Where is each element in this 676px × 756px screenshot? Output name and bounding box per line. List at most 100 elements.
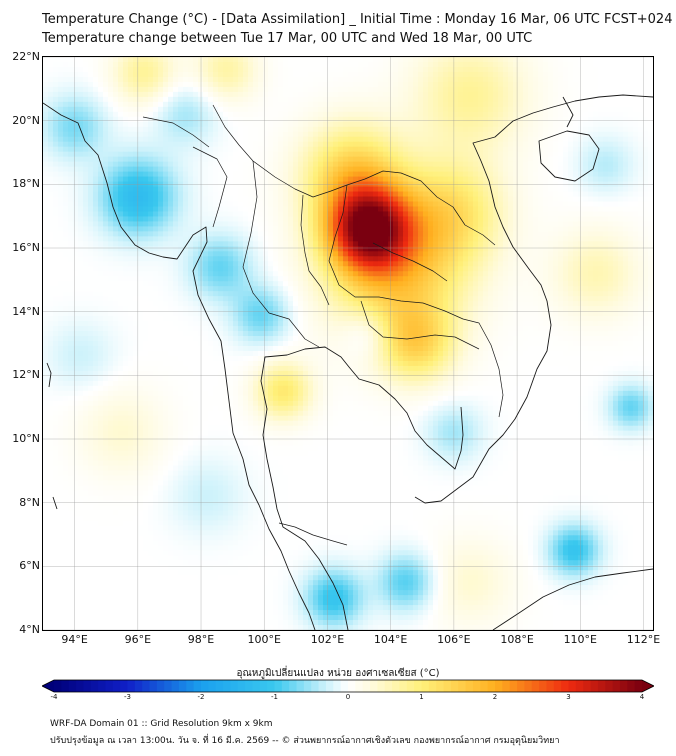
field-cell: [178, 221, 184, 228]
field-cell: [493, 96, 499, 103]
field-cell: [93, 81, 99, 88]
field-cell: [378, 186, 384, 193]
field-cell: [433, 216, 439, 223]
field-cell: [188, 211, 194, 218]
field-cell: [298, 71, 304, 78]
field-cell: [308, 146, 314, 153]
field-cell: [168, 176, 174, 183]
field-cell: [523, 201, 529, 208]
field-cell: [638, 116, 644, 123]
field-cell: [633, 131, 639, 138]
field-cell: [93, 171, 99, 178]
field-cell: [133, 206, 139, 213]
field-cell: [103, 156, 109, 163]
field-cell: [138, 57, 144, 63]
field-cell: [48, 71, 54, 78]
field-cell: [203, 236, 209, 242]
field-cell: [603, 66, 609, 73]
field-cell: [603, 221, 609, 228]
field-cell: [583, 251, 589, 257]
field-cell: [143, 71, 149, 78]
field-cell: [278, 161, 284, 168]
field-cell: [518, 116, 524, 123]
field-cell: [323, 57, 329, 63]
field-cell: [528, 116, 534, 123]
field-cell: [503, 136, 509, 143]
field-cell: [403, 221, 409, 228]
field-cell: [638, 231, 644, 237]
field-cell: [278, 66, 284, 73]
field-cell: [188, 101, 194, 108]
field-cell: [298, 206, 304, 213]
field-cell: [78, 111, 84, 118]
field-cell: [428, 91, 434, 98]
field-cell: [203, 91, 209, 98]
field-cell: [138, 61, 144, 68]
field-cell: [548, 131, 554, 138]
field-cell: [623, 116, 629, 123]
field-cell: [598, 241, 604, 247]
field-cell: [168, 101, 174, 108]
field-cell: [408, 96, 414, 103]
field-cell: [513, 221, 519, 228]
field-cell: [398, 81, 404, 88]
field-cell: [463, 166, 469, 173]
field-cell: [213, 57, 219, 63]
field-cell: [228, 251, 234, 257]
field-cell: [148, 146, 154, 153]
field-cell: [208, 161, 214, 168]
field-cell: [373, 221, 379, 228]
field-cell: [533, 146, 539, 153]
field-cell: [43, 61, 49, 68]
field-cell: [238, 231, 244, 237]
field-cell: [323, 191, 329, 198]
field-cell: [253, 206, 259, 213]
field-cell: [123, 116, 129, 123]
field-cell: [593, 146, 599, 153]
field-cell: [183, 111, 189, 118]
field-cell: [163, 196, 169, 203]
field-cell: [493, 151, 499, 158]
field-cell: [93, 196, 99, 203]
field-cell: [638, 196, 644, 203]
field-cell: [398, 121, 404, 128]
field-cell: [358, 221, 364, 228]
field-cell: [403, 131, 409, 138]
field-cell: [638, 111, 644, 118]
field-cell: [133, 171, 139, 178]
field-cell: [573, 116, 579, 123]
field-cell: [453, 256, 459, 262]
field-cell: [468, 216, 474, 223]
field-cell: [453, 81, 459, 88]
field-cell: [328, 216, 334, 223]
field-cell: [558, 146, 564, 153]
field-cell: [613, 146, 619, 153]
field-cell: [178, 126, 184, 133]
field-cell: [428, 57, 434, 63]
field-cell: [458, 176, 464, 183]
field-cell: [328, 191, 334, 198]
field-cell: [618, 146, 624, 153]
field-cell: [408, 106, 414, 113]
field-cell: [118, 57, 124, 63]
field-cell: [208, 81, 214, 88]
field-cell: [123, 81, 129, 88]
field-cell: [648, 241, 653, 247]
field-cell: [308, 86, 314, 93]
field-cell: [453, 76, 459, 83]
field-cell: [278, 146, 284, 153]
field-cell: [188, 191, 194, 198]
field-cell: [48, 211, 54, 218]
field-cell: [378, 121, 384, 128]
field-cell: [48, 106, 54, 113]
field-cell: [298, 226, 304, 232]
field-cell: [223, 111, 229, 118]
field-cell: [173, 66, 179, 73]
field-cell: [143, 116, 149, 123]
field-cell: [308, 216, 314, 223]
field-cell: [193, 146, 199, 153]
field-cell: [633, 171, 639, 178]
field-cell: [43, 216, 49, 223]
field-cell: [143, 121, 149, 128]
field-cell: [153, 101, 159, 108]
